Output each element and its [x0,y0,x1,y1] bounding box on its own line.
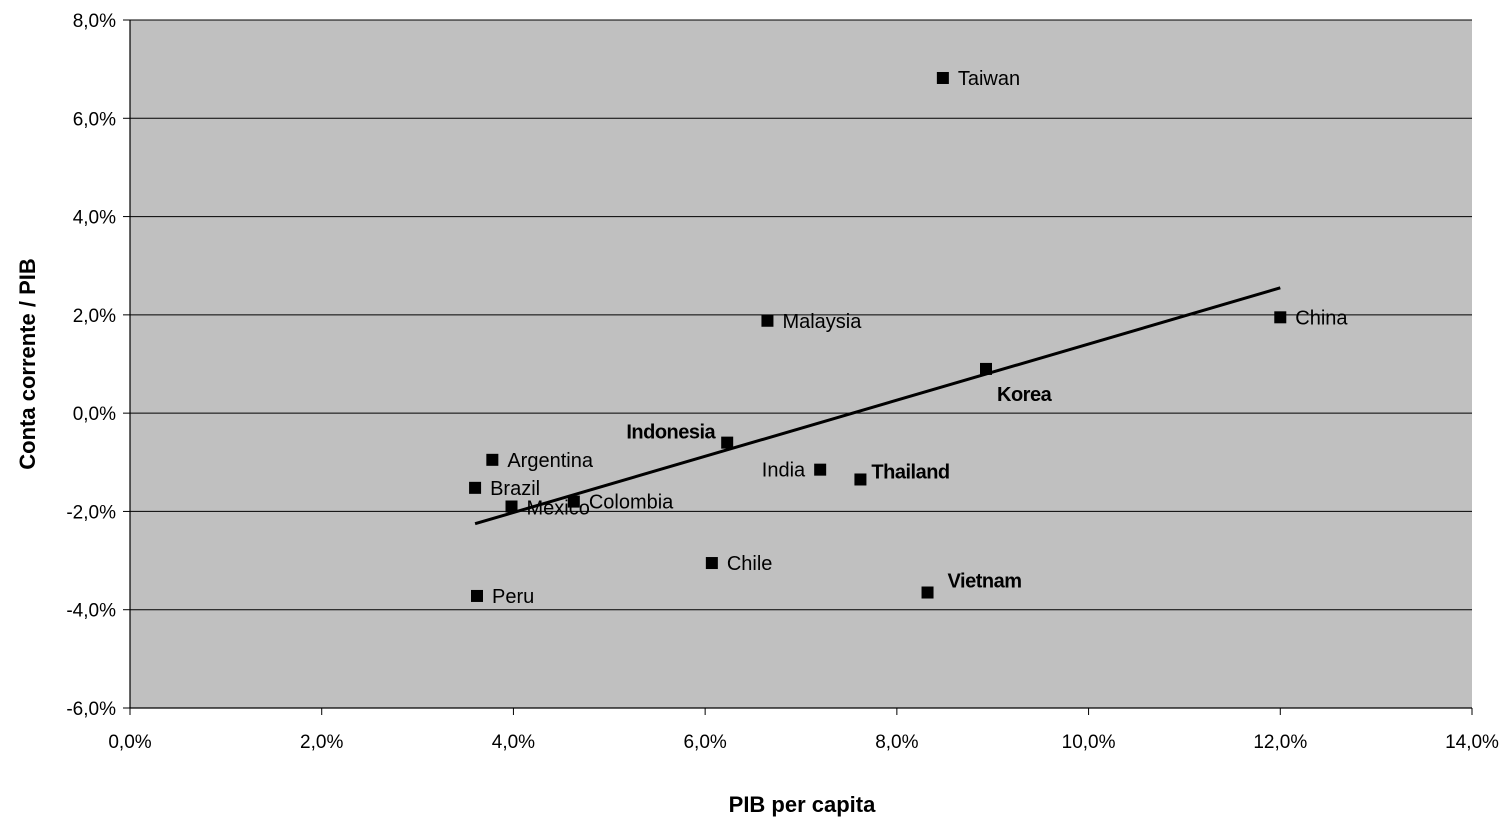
y-tick-label: 6,0% [73,109,116,130]
y-tick-label: 0,0% [73,404,116,425]
point-label: Thailand [871,461,949,483]
data-point [1274,311,1287,324]
data-point [980,362,993,375]
x-tick-label: 12,0% [1253,732,1307,753]
axes [123,19,1473,715]
y-tick-label: 4,0% [73,208,116,229]
data-point [567,495,580,508]
point-label: India [762,460,806,482]
data-point [814,463,827,476]
data-point [705,557,718,570]
y-tick-label: -2,0% [66,502,116,523]
x-axis-title: PIB per capita [729,792,876,817]
y-tick-label: 8,0% [73,11,116,32]
point-label: Mexico [527,498,590,520]
data-point [505,500,518,513]
x-tick-label: 4,0% [492,732,535,753]
data-point [471,589,484,602]
x-tick-label: 2,0% [300,732,343,753]
point-label: Brazil [490,478,540,500]
point-label: Korea [997,384,1053,406]
point-label: Chile [727,553,773,575]
point-label: Taiwan [958,68,1020,90]
y-tick-label: 2,0% [73,306,116,327]
tick-labels: -6,0% -4,0% -2,0% 0,0% 2,0% 4,0% 6,0% 8,0% 0,0% 2… [66,11,1499,753]
y-axis-title: Conta corrente / PIB [15,258,40,469]
data-point [921,586,934,599]
x-tick-label: 6,0% [683,732,726,753]
data-point [761,314,774,327]
point-label: Vietnam [948,571,1022,593]
x-tick-label: 0,0% [108,732,151,753]
point-label: Colombia [589,492,674,514]
y-tick-label: -6,0% [66,699,116,720]
data-point [854,473,867,486]
plot-area [130,20,1472,708]
x-tick-label: 14,0% [1445,732,1499,753]
data-point [469,481,482,494]
trendline [474,286,1281,526]
data-point [486,453,499,466]
point-label: Peru [492,586,534,608]
x-tick-label: 10,0% [1062,732,1116,753]
gridlines [130,19,1472,611]
point-label: China [1295,307,1348,329]
x-tick-label: 8,0% [875,732,918,753]
data-points: Taiwan Malaysia China Korea Indonesia India Th… [469,68,1348,608]
data-point [936,71,949,84]
point-label: Indonesia [626,422,716,444]
point-label: Argentina [507,450,593,472]
data-point [721,436,734,449]
point-label: Malaysia [782,311,862,333]
y-tick-label: -4,0% [66,601,116,622]
